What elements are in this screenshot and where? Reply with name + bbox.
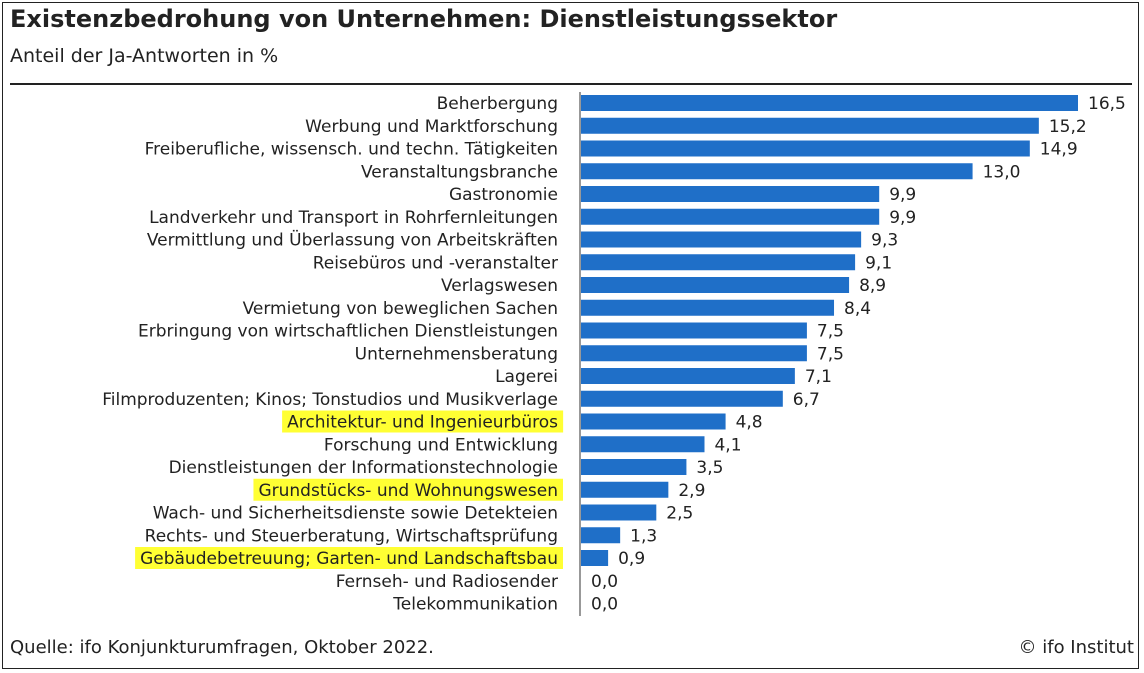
bar: [581, 550, 609, 566]
bar: [581, 299, 835, 316]
chart-subtitle: Anteil der Ja-Antworten in %: [10, 45, 279, 67]
bar: [581, 163, 973, 180]
category-label: Verlagswesen: [441, 276, 558, 296]
category-label: Reisebüros und -veranstalter: [313, 253, 558, 273]
value-label: 4,1: [714, 435, 741, 455]
bar: [581, 277, 850, 293]
bar: [581, 527, 621, 544]
label-highlight: [282, 410, 564, 433]
category-label: Unternehmensberatung: [355, 344, 558, 364]
category-label: Gebäudebetreuung; Garten- und Landschaft…: [140, 549, 558, 569]
category-label: Fernseh- und Radiosender: [336, 572, 558, 592]
bar: [581, 368, 795, 384]
bar: [581, 345, 807, 362]
bar: [581, 140, 1030, 157]
value-label: 7,5: [817, 322, 844, 342]
category-label: Gastronomie: [449, 185, 558, 205]
value-label: 13,0: [983, 162, 1021, 182]
value-label: 9,1: [865, 253, 892, 273]
value-label: 7,5: [817, 344, 844, 364]
value-labels: 16,515,214,913,09,99,99,39,18,98,47,57,5…: [591, 94, 1126, 615]
value-label: 8,9: [859, 276, 886, 296]
bar: [581, 413, 726, 430]
bar: [581, 436, 705, 453]
bar: [581, 208, 880, 225]
value-label: 0,0: [591, 572, 618, 592]
source-note: Quelle: ifo Konjunkturumfragen, Oktober …: [10, 637, 434, 658]
bar: [581, 322, 807, 339]
value-label: 14,9: [1040, 140, 1078, 160]
category-label: Erbringung von wirtschaftlichen Dienstle…: [138, 322, 558, 342]
value-label: 7,1: [805, 367, 832, 387]
bar: [581, 390, 783, 407]
category-label: Grundstücks- und Wohnungswesen: [258, 481, 558, 501]
value-label: 1,3: [630, 526, 657, 546]
chart-title: Existenzbedrohung von Unternehmen: Diens…: [10, 5, 838, 33]
title-divider: [10, 83, 1132, 85]
bars-layer: [581, 95, 1078, 566]
copyright-note: © ifo Institut: [1018, 637, 1134, 658]
category-label: Dienstleistungen der Informationstechnol…: [169, 458, 558, 478]
bar: [581, 254, 856, 271]
bar: [581, 481, 669, 498]
category-label: Veranstaltungsbranche: [361, 162, 558, 182]
bar: [581, 231, 862, 248]
category-label: Lagerei: [495, 367, 558, 387]
bar: [581, 504, 657, 521]
category-label: Filmproduzenten; Kinos; Tonstudios und M…: [102, 390, 558, 410]
value-label: 6,7: [793, 390, 820, 410]
category-label: Rechts- und Steuerberatung, Wirtschaftsp…: [145, 526, 558, 546]
label-highlight: [135, 547, 563, 569]
value-label: 8,4: [844, 299, 871, 319]
value-label: 4,8: [736, 413, 763, 433]
highlight-layer: [135, 410, 564, 569]
bar: [581, 459, 687, 475]
category-label: Freiberufliche, wissensch. und techn. Tä…: [145, 140, 558, 160]
category-label: Landverkehr und Transport in Rohrfernlei…: [149, 208, 558, 228]
category-label: Telekommunikation: [392, 595, 558, 615]
category-label: Vermittlung und Überlassung von Arbeitsk…: [147, 229, 558, 251]
value-label: 9,9: [889, 185, 916, 205]
value-label: 2,5: [666, 504, 693, 524]
category-label: Wach- und Sicherheitsdienste sowie Detek…: [153, 504, 558, 524]
value-label: 15,2: [1049, 117, 1087, 137]
category-label: Beherbergung: [437, 94, 558, 114]
value-label: 0,9: [618, 549, 645, 569]
value-label: 0,0: [591, 595, 618, 615]
value-label: 9,3: [871, 231, 898, 251]
category-label: Vermietung von beweglichen Sachen: [243, 299, 558, 319]
value-label: 3,5: [696, 458, 723, 478]
category-label: Forschung und Entwicklung: [324, 435, 558, 455]
bar: [581, 186, 880, 202]
category-label: Architektur- und Ingenieurbüros: [287, 413, 558, 433]
category-label: Werbung und Marktforschung: [305, 117, 558, 137]
bar: [581, 95, 1078, 111]
label-highlight: [253, 478, 563, 501]
value-label: 9,9: [889, 208, 916, 228]
value-label: 2,9: [678, 481, 705, 501]
value-label: 16,5: [1088, 94, 1126, 114]
category-labels: Beherbergung Werbung und Marktforschung Fr…: [102, 94, 558, 615]
bar: [581, 117, 1039, 134]
